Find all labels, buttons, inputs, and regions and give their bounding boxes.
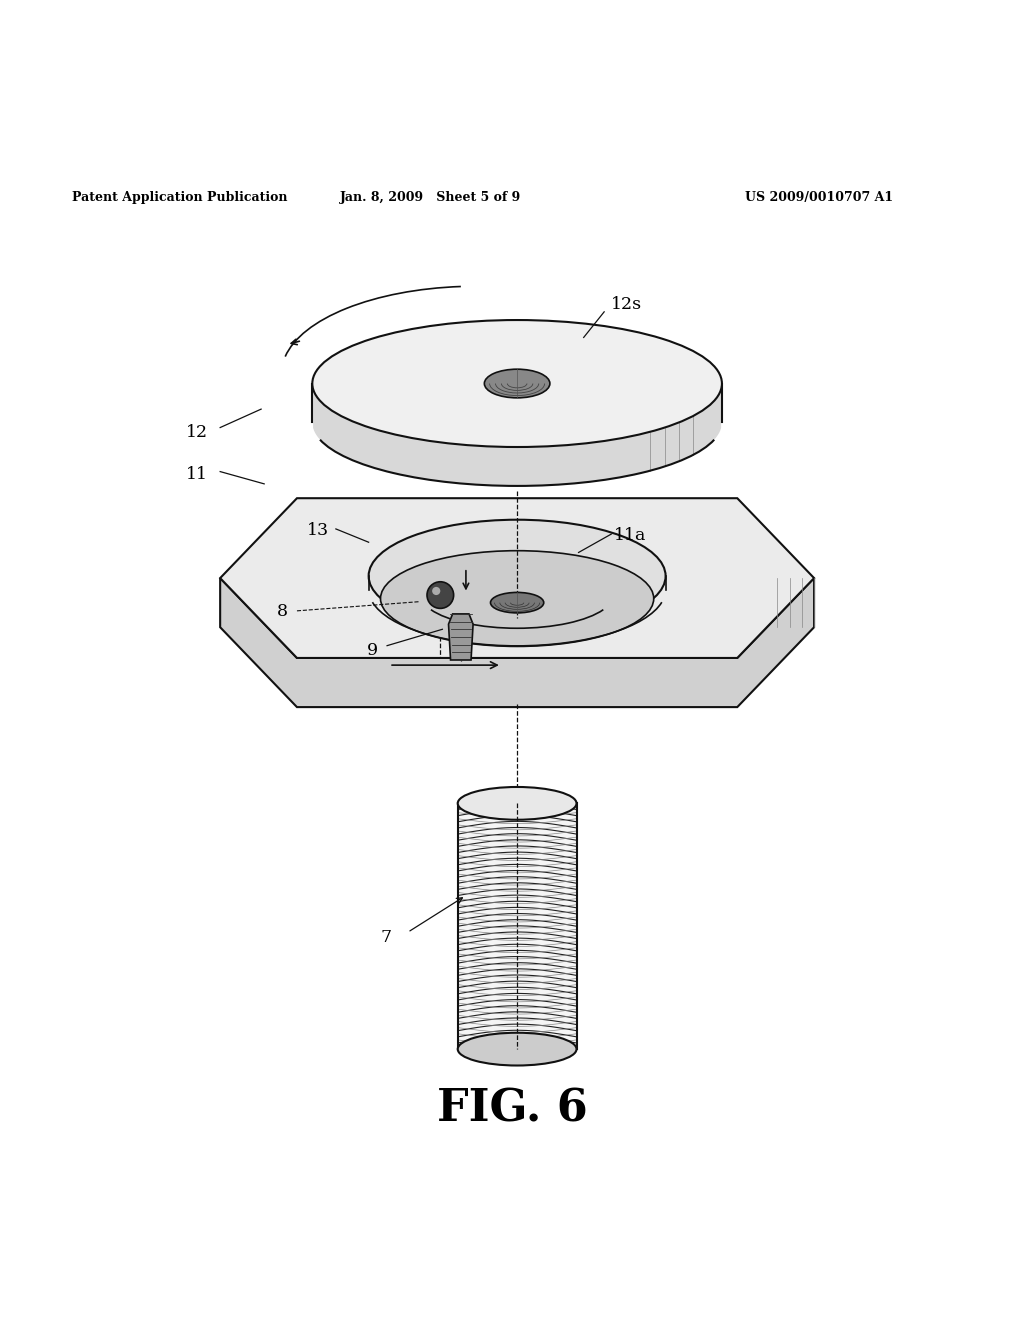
Ellipse shape	[484, 370, 550, 397]
Text: 12s: 12s	[611, 296, 642, 313]
Ellipse shape	[312, 319, 722, 447]
Ellipse shape	[369, 520, 666, 632]
Text: Jan. 8, 2009   Sheet 5 of 9: Jan. 8, 2009 Sheet 5 of 9	[339, 191, 521, 205]
Ellipse shape	[458, 787, 577, 820]
Text: FIG. 6: FIG. 6	[436, 1086, 588, 1130]
Text: 8: 8	[276, 603, 288, 620]
Text: 7: 7	[381, 928, 392, 945]
Text: 13: 13	[307, 523, 330, 539]
Text: Patent Application Publication: Patent Application Publication	[72, 191, 287, 205]
Ellipse shape	[490, 593, 544, 612]
Circle shape	[427, 582, 454, 609]
Text: 9: 9	[367, 642, 378, 659]
Text: US 2009/0010707 A1: US 2009/0010707 A1	[745, 191, 893, 205]
Text: 11: 11	[186, 466, 208, 483]
Text: 11a: 11a	[614, 527, 647, 544]
Ellipse shape	[458, 1032, 577, 1065]
Polygon shape	[220, 498, 814, 657]
Ellipse shape	[381, 550, 653, 647]
Polygon shape	[220, 578, 814, 708]
Circle shape	[432, 587, 440, 595]
Polygon shape	[313, 389, 721, 486]
Polygon shape	[449, 614, 473, 660]
Text: 12: 12	[186, 424, 209, 441]
Polygon shape	[458, 804, 577, 1049]
